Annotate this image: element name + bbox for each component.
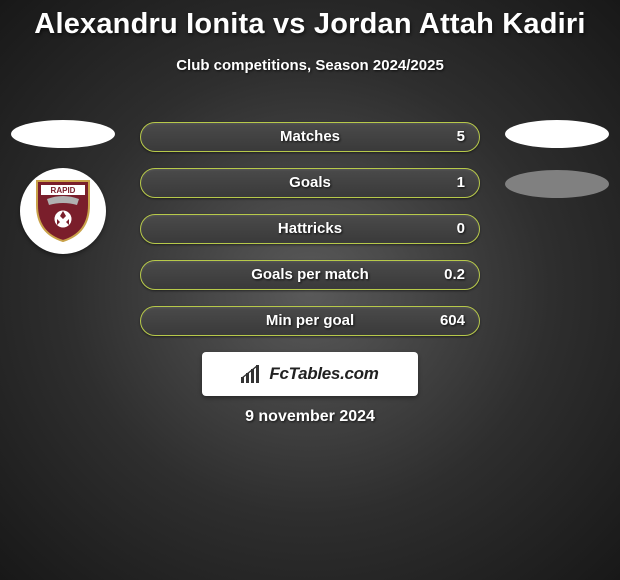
bar-matches: Matches 5 [140, 122, 480, 152]
bar-value: 0.2 [444, 261, 465, 289]
bar-value: 604 [440, 307, 465, 335]
bar-goals: Goals 1 [140, 168, 480, 198]
bar-label: Hattricks [141, 215, 479, 243]
player1-ellipse [11, 120, 115, 148]
bar-value: 1 [457, 169, 465, 197]
crest-svg: RAPID [27, 175, 99, 247]
player2-club-ellipse [505, 170, 609, 198]
subtitle: Club competitions, Season 2024/2025 [0, 57, 620, 74]
bar-label: Goals [141, 169, 479, 197]
bar-label: Goals per match [141, 261, 479, 289]
bar-goals-per-match: Goals per match 0.2 [140, 260, 480, 290]
brand-text: FcTables.com [269, 364, 378, 384]
bar-hattricks: Hattricks 0 [140, 214, 480, 244]
bar-label: Min per goal [141, 307, 479, 335]
stats-bars: Matches 5 Goals 1 Hattricks 0 Goals per … [140, 122, 480, 352]
player2-ellipse [505, 120, 609, 148]
bar-value: 0 [457, 215, 465, 243]
crest-word: RAPID [51, 186, 76, 195]
date: 9 november 2024 [0, 408, 620, 426]
bar-value: 5 [457, 123, 465, 151]
club-crest: RAPID [20, 168, 106, 254]
brand-box: FcTables.com [202, 352, 418, 396]
left-column: RAPID [8, 120, 118, 254]
bar-label: Matches [141, 123, 479, 151]
bar-min-per-goal: Min per goal 604 [140, 306, 480, 336]
right-column [502, 120, 612, 198]
page-title: Alexandru Ionita vs Jordan Attah Kadiri [0, 0, 620, 41]
bars-icon [241, 365, 263, 383]
